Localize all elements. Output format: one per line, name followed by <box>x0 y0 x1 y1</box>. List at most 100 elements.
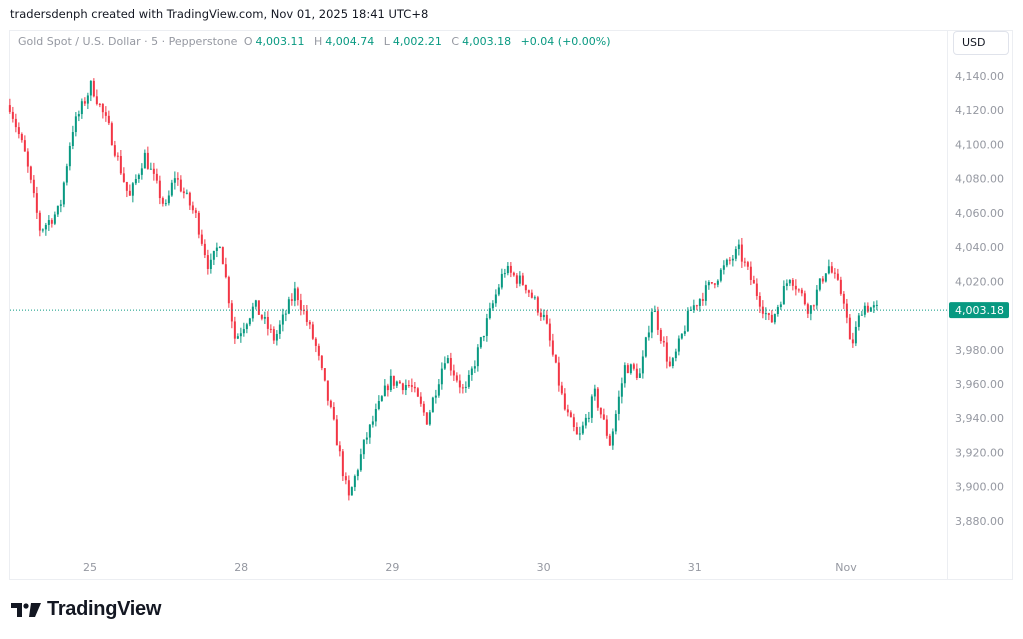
candle <box>155 168 158 184</box>
candle-body <box>404 384 407 391</box>
candle <box>119 149 122 175</box>
candle-body <box>764 313 767 315</box>
candle <box>161 196 164 207</box>
candle-body <box>734 249 737 259</box>
candle-body <box>671 358 674 367</box>
candle <box>653 305 656 313</box>
candle <box>209 253 212 274</box>
candle-body <box>332 406 335 420</box>
candle <box>623 362 626 388</box>
candle <box>782 280 785 305</box>
candle-body <box>218 247 221 249</box>
candle <box>773 313 776 325</box>
candle <box>821 276 824 284</box>
candle <box>686 307 689 333</box>
candle-body <box>554 354 557 363</box>
candle <box>221 246 224 265</box>
candle-body <box>98 103 101 105</box>
candle-body <box>77 114 80 117</box>
candle <box>644 336 647 358</box>
candle <box>467 370 470 389</box>
candle <box>215 242 218 258</box>
candle-body <box>407 384 410 386</box>
candle-body <box>509 265 512 273</box>
candle-body <box>449 358 452 371</box>
candle-body <box>152 168 155 174</box>
candle <box>737 239 740 256</box>
candle <box>596 386 599 411</box>
candle <box>131 181 134 203</box>
candle <box>827 259 830 275</box>
candle-body <box>167 195 170 204</box>
currency-button[interactable]: USD <box>953 31 1009 55</box>
time-tick-label: Nov <box>835 561 857 574</box>
candle <box>863 302 866 318</box>
candle-body <box>227 277 230 304</box>
candle <box>797 288 800 293</box>
candle-body <box>74 116 77 133</box>
candle-body <box>635 368 638 378</box>
candle-body <box>104 112 107 116</box>
candle-body <box>686 310 689 332</box>
candle <box>605 415 608 439</box>
candle-body <box>512 272 515 276</box>
candle-body <box>23 140 26 152</box>
price-tick-label: 4,080.00 <box>955 173 1004 186</box>
candle-body <box>281 314 284 325</box>
candle-body <box>65 166 68 183</box>
candle <box>173 171 176 190</box>
candle <box>659 327 662 344</box>
candle <box>875 300 878 311</box>
candle-body <box>323 368 326 381</box>
candle-body <box>779 304 782 308</box>
candle-body <box>806 304 809 314</box>
candle <box>554 354 557 364</box>
candle-body <box>437 384 440 396</box>
candle <box>398 380 401 384</box>
candle-body <box>689 309 692 311</box>
candle <box>365 432 368 445</box>
candle <box>179 175 182 193</box>
candle-body <box>752 279 755 284</box>
candle-body <box>518 275 521 284</box>
candle-body <box>215 247 218 251</box>
symbol-name[interactable]: Gold Spot / U.S. Dollar · 5 · Pepperston… <box>18 35 238 48</box>
candle-body <box>545 314 548 324</box>
price-tick-label: 3,880.00 <box>955 515 1004 528</box>
candle <box>374 403 377 427</box>
candle <box>428 409 431 426</box>
candle-body <box>836 273 839 280</box>
candle <box>446 355 449 364</box>
candle <box>353 474 356 492</box>
candle <box>191 201 194 214</box>
candle-body <box>47 220 50 225</box>
chart-credit: tradersdenph created with TradingView.co… <box>10 7 429 21</box>
candle <box>650 308 653 339</box>
candle <box>581 421 584 435</box>
tradingview-logo[interactable]: TradingView <box>11 598 161 621</box>
candle-body <box>38 212 41 231</box>
candle-body <box>638 373 641 378</box>
candle <box>11 106 14 123</box>
candle-body <box>491 303 494 309</box>
candle <box>656 306 659 336</box>
candle-body <box>617 396 620 414</box>
candle <box>608 433 611 446</box>
candle <box>284 310 287 322</box>
candle <box>761 300 764 319</box>
candle-body <box>722 265 725 270</box>
candle-body <box>233 321 236 339</box>
candle-body <box>797 289 800 291</box>
candle-body <box>821 278 824 282</box>
candle-body <box>245 324 248 330</box>
candle-body <box>785 283 788 286</box>
candle-body <box>641 356 644 374</box>
candle <box>662 336 665 347</box>
candle-body <box>395 381 398 386</box>
candle <box>401 382 404 395</box>
candle-body <box>155 173 158 181</box>
candle <box>341 449 344 481</box>
candle <box>776 304 779 317</box>
candle <box>503 268 506 278</box>
